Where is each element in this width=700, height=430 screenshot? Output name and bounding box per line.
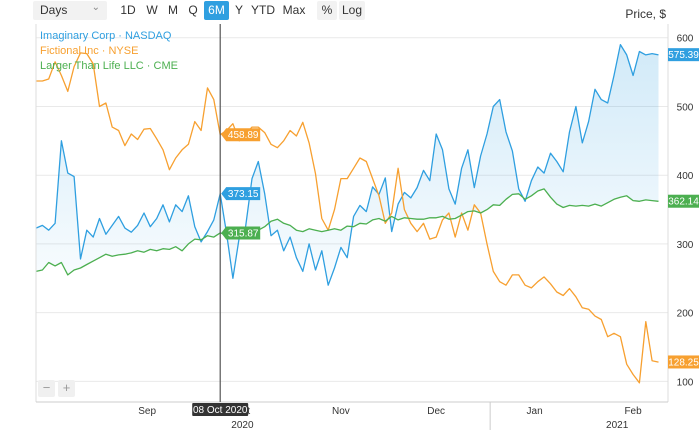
- range-button-m[interactable]: M: [168, 3, 178, 17]
- period-select[interactable]: Days ⌄: [33, 1, 107, 20]
- legend-item-series-2[interactable]: Fictional Inc · NYSE: [40, 45, 139, 57]
- y-tick-label: 500: [677, 102, 694, 113]
- series-2-last-value: 128.25: [668, 357, 699, 368]
- x-tick-label: Sep: [138, 406, 156, 417]
- series-1-line: [35, 43, 659, 286]
- zoom-out-button[interactable]: −: [38, 380, 55, 397]
- range-button-1d[interactable]: 1D: [120, 3, 136, 17]
- x-tick-label: Jan: [527, 406, 543, 417]
- legend-item-series-1[interactable]: Imaginary Corp · NASDAQ: [40, 30, 172, 42]
- y-tick-label: 300: [677, 240, 694, 251]
- series-1-last-value: 575.39: [668, 50, 699, 61]
- series-2-crosshair-value: 458.89: [228, 130, 259, 141]
- x-year-label: 2021: [606, 420, 629, 430]
- range-button-w[interactable]: W: [146, 3, 158, 17]
- grid-lines: [36, 37, 668, 382]
- x-year-label: 2020: [231, 420, 254, 430]
- period-select-value: Days: [40, 3, 68, 17]
- series-3-last-value: 362.14: [668, 197, 699, 208]
- series-3-crosshair-tag: [221, 226, 261, 240]
- range-button-max[interactable]: Max: [282, 3, 306, 17]
- x-tick-label: Nov: [332, 406, 350, 417]
- series-2-last-tag: [668, 355, 699, 369]
- series-3-crosshair-value: 315.87: [228, 229, 259, 240]
- x-tick-label: Dec: [427, 406, 445, 417]
- chart-toolbar: Days ⌄ 1D W M Q 6M Y YTD Max % Log Price…: [0, 0, 700, 24]
- range-button-y[interactable]: Y: [234, 3, 243, 17]
- value-tags: 373.15 458.89 315.87 575.39 128.25 362.14: [221, 48, 699, 369]
- series-1-last-tag: [668, 48, 699, 62]
- y-tick-label: 600: [677, 34, 694, 45]
- series-area-fills: [36, 44, 659, 286]
- x-tick-label: Feb: [624, 406, 642, 417]
- y-tick-label: 100: [677, 377, 694, 388]
- crosshair: 08 Oct 2020: [192, 24, 249, 416]
- log-toggle[interactable]: Log: [339, 1, 365, 20]
- crosshair-date-label: 08 Oct 2020: [193, 405, 248, 416]
- axes: 600500400300200100SepOctNovDecJanFeb2020…: [35, 24, 694, 430]
- series-1-area: [36, 44, 659, 286]
- series-lines: [35, 43, 659, 384]
- series-3-last-tag: [668, 194, 699, 208]
- percent-toggle[interactable]: %: [317, 1, 337, 20]
- chevron-down-icon: ⌄: [91, 2, 100, 13]
- range-button-ytd[interactable]: YTD: [251, 3, 275, 17]
- range-button-6m[interactable]: 6M: [204, 1, 229, 20]
- y-tick-label: 400: [677, 171, 694, 182]
- zoom-in-button[interactable]: +: [58, 380, 75, 397]
- crosshair-date-tag: [192, 403, 249, 416]
- series-3-line: [35, 188, 659, 276]
- series-2-crosshair-tag: [221, 128, 261, 142]
- range-button-q[interactable]: Q: [188, 3, 198, 17]
- price-axis-title: Price, $: [625, 7, 666, 21]
- series-2-line: [36, 52, 659, 384]
- series-1-crosshair-tag: [221, 187, 261, 201]
- y-tick-label: 200: [677, 309, 694, 320]
- legend-item-series-3[interactable]: Larger Than Life LLC · CME: [40, 60, 178, 72]
- series-1-crosshair-value: 373.15: [228, 189, 259, 200]
